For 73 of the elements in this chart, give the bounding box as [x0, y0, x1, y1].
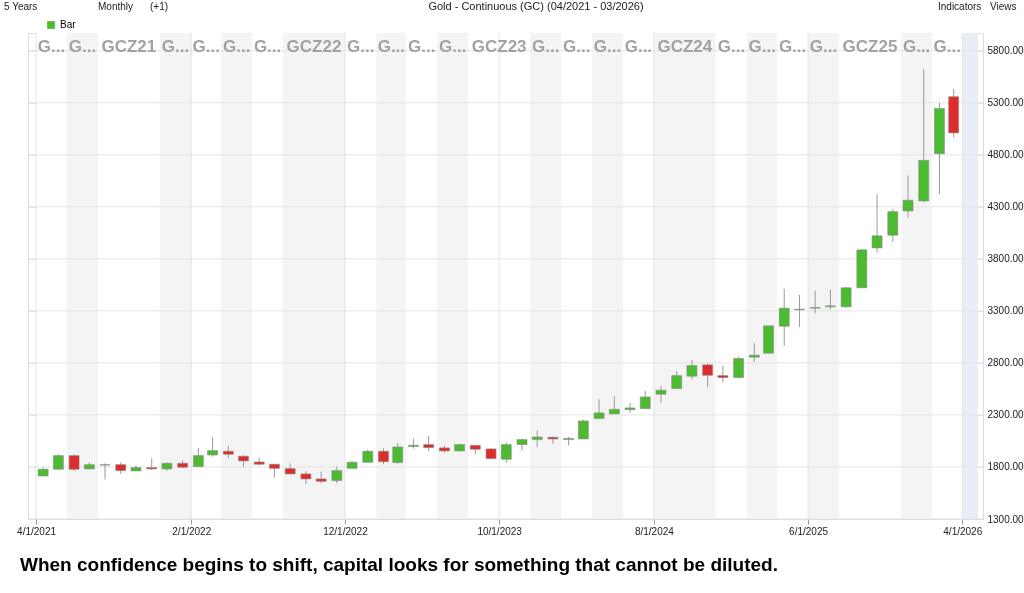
candlestick: [655, 385, 667, 404]
band-label: G...: [902, 37, 931, 56]
candlestick: [840, 286, 852, 309]
band-label: G...: [593, 37, 622, 56]
candlestick: [392, 442, 404, 465]
text: 5 Years: [4, 1, 38, 12]
candlestick: [99, 462, 111, 480]
y-tick-label: 4300.00: [987, 201, 1024, 213]
candlestick: [193, 447, 204, 468]
band-label: G...: [748, 37, 776, 56]
x-tick-label: 6/1/2025: [789, 525, 829, 537]
candlestick: [733, 356, 744, 380]
text: When confidence begins to shift, capital looks for something that cannot be diluted.: [20, 554, 778, 575]
band-label: G...: [563, 37, 591, 56]
y-tick-label: 4800.00: [987, 149, 1024, 161]
x-tick-label: 12/1/2022: [323, 525, 369, 537]
chart-title: Gold - Continuous (GC) (04/2021 - 03/2026): [428, 0, 644, 12]
candlestick: [702, 362, 713, 388]
text: Views: [990, 1, 1017, 12]
y-tick-label: 2300.00: [987, 409, 1024, 421]
candlestick: [749, 342, 760, 363]
band-label: G...: [346, 37, 375, 56]
candlestick: [300, 470, 312, 485]
legend-label: Bar: [60, 19, 77, 30]
band-label: G...: [408, 37, 436, 56]
band-label: G...: [377, 37, 406, 56]
band-label: G...: [439, 37, 467, 56]
y-tick-label: 5300.00: [987, 97, 1024, 109]
band-label: G...: [68, 37, 97, 56]
text: Monthly: [98, 1, 134, 12]
candlestick: [686, 359, 698, 380]
candlestick: [500, 441, 512, 464]
band-label: G...: [778, 37, 807, 56]
band-label: GCZ21: [101, 37, 157, 56]
y-tick-label: 1800.00: [987, 461, 1024, 473]
candlestick: [871, 193, 883, 254]
x-tick-label: 4/1/2026: [943, 525, 983, 537]
band-label: G...: [532, 37, 560, 56]
y-tick-label: 3800.00: [987, 253, 1024, 265]
x-tick-label: 2/1/2022: [172, 525, 212, 537]
candlestick: [315, 471, 327, 484]
band-label: GCZ25: [842, 37, 898, 56]
band-label: G...: [37, 37, 66, 56]
band-label: G...: [624, 37, 653, 56]
x-tick-label: 8/1/2024: [634, 525, 675, 537]
band-label: GCZ23: [471, 37, 527, 56]
candlestick: [593, 398, 605, 420]
text: (+1): [150, 1, 169, 12]
y-tick-label: 2800.00: [987, 357, 1024, 369]
band-label: G...: [809, 37, 838, 56]
candlestick: [717, 365, 729, 383]
candlestick: [825, 289, 836, 311]
x-tick-label: 10/1/2023: [477, 525, 523, 537]
y-tick-label: 3300.00: [987, 305, 1024, 317]
band-label: G...: [253, 37, 282, 56]
candlestick: [778, 288, 790, 347]
candlestick: [547, 435, 559, 445]
y-tick-label: 5800.00: [987, 45, 1024, 57]
band-label: GCZ24: [657, 37, 713, 56]
candlestick: [902, 174, 914, 219]
band-label: G...: [161, 37, 190, 56]
y-tick-label: 1300.00: [987, 513, 1024, 525]
band-label: G...: [933, 37, 962, 56]
band-label: G...: [717, 37, 746, 56]
x-tick-label: 4/1/2021: [17, 525, 57, 537]
candlestick: [809, 290, 821, 314]
candlestick: [887, 208, 899, 243]
band-label: GCZ22: [286, 37, 342, 56]
band-label: G...: [222, 37, 251, 56]
band-label: G...: [192, 37, 220, 56]
candlestick: [207, 436, 218, 458]
candlestick: [624, 402, 636, 414]
text: Indicators: [938, 1, 982, 12]
